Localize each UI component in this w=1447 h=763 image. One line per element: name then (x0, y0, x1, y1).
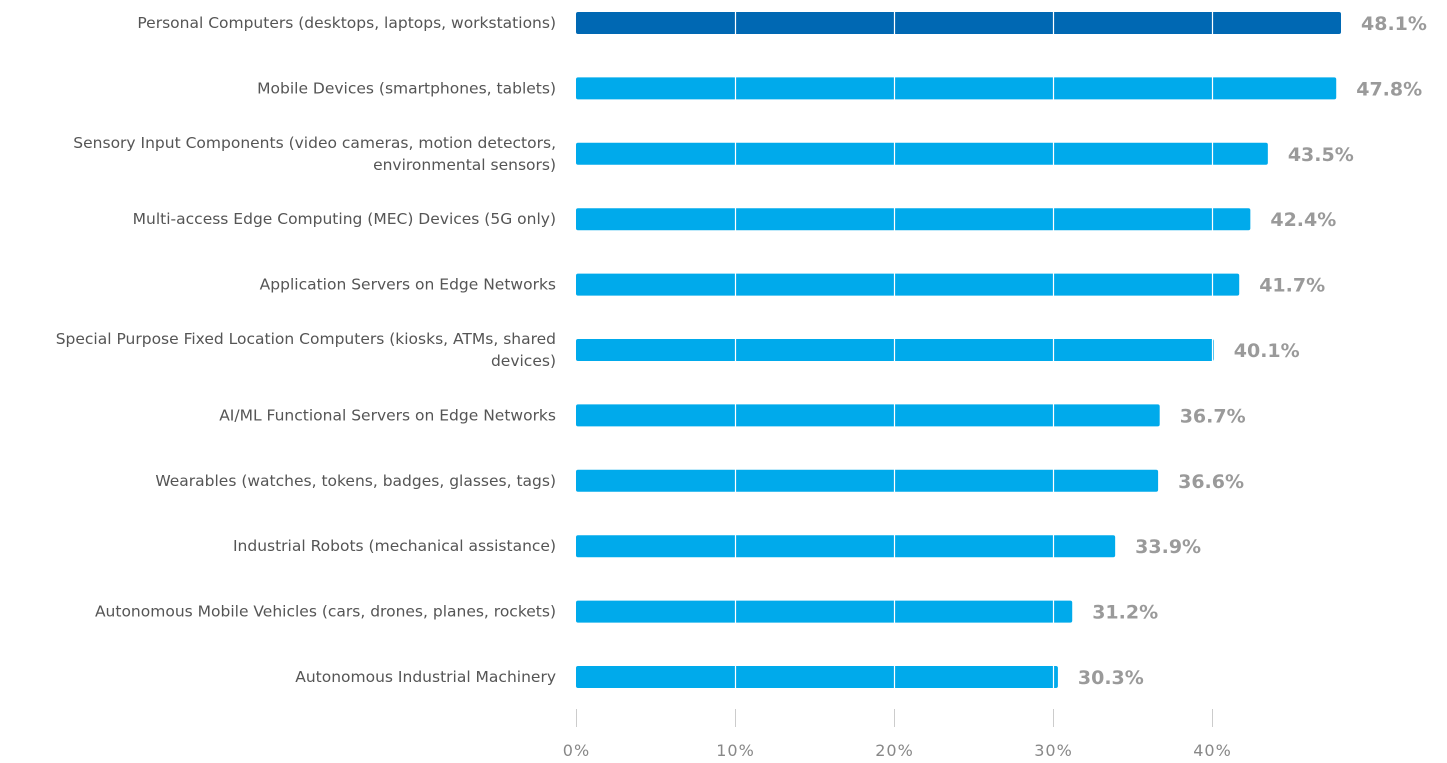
bar (576, 600, 1073, 623)
x-axis: 0% 10% 20% 30% 40% (563, 709, 1232, 760)
category-label-line: Sensory Input Components (video cameras,… (73, 134, 556, 152)
x-tick-label: 20% (875, 741, 914, 760)
category-label: Industrial Robots (mechanical assistance… (233, 537, 556, 555)
category-label-line: Mobile Devices (smartphones, tablets) (257, 79, 556, 97)
category-label-line: Wearables (watches, tokens, badges, glas… (155, 472, 556, 490)
bar (576, 208, 1251, 231)
bar (576, 273, 1240, 296)
category-label-line: environmental sensors) (373, 156, 556, 174)
value-labels: 48.1% 47.8% 43.5% 42.4% 41.7% 40.1% 36.7% 36.6%… (1078, 13, 1427, 689)
value-label: 33.9% (1135, 536, 1201, 558)
category-label-line: AI/ML Functional Servers on Edge Network… (219, 406, 556, 424)
category-label: Special Purpose Fixed Location Computers… (56, 330, 556, 370)
value-label: 36.7% (1180, 405, 1246, 427)
value-label: 43.5% (1288, 144, 1354, 166)
category-label: Personal Computers (desktops, laptops, w… (137, 14, 556, 32)
value-label: 42.4% (1270, 209, 1336, 231)
category-label: Wearables (watches, tokens, badges, glas… (155, 472, 556, 490)
bar (576, 404, 1160, 427)
category-label-line: devices) (491, 352, 556, 370)
x-tick-label: 10% (716, 741, 755, 760)
value-label: 40.1% (1234, 340, 1300, 362)
category-label: Autonomous Mobile Vehicles (cars, drones… (95, 603, 556, 621)
category-label-line: Autonomous Industrial Machinery (295, 668, 556, 686)
category-label: Sensory Input Components (video cameras,… (73, 134, 556, 174)
bar (576, 666, 1058, 688)
value-label: 30.3% (1078, 667, 1144, 689)
category-label: Mobile Devices (smartphones, tablets) (257, 79, 556, 97)
value-label: 41.7% (1259, 275, 1325, 297)
value-label: 31.2% (1092, 602, 1158, 624)
value-label: 48.1% (1361, 13, 1427, 35)
category-label-line: Multi-access Edge Computing (MEC) Device… (133, 210, 556, 228)
value-label: 36.6% (1178, 471, 1244, 493)
bar (576, 469, 1159, 492)
category-label: AI/ML Functional Servers on Edge Network… (219, 406, 556, 424)
x-tick-label: 40% (1193, 741, 1232, 760)
x-tick-label: 0% (563, 741, 590, 760)
gridlines (734, 10, 1214, 690)
category-label-line: Application Servers on Edge Networks (260, 276, 556, 294)
bars-layer (576, 12, 1341, 688)
category-label: Multi-access Edge Computing (MEC) Device… (133, 210, 556, 228)
category-label: Application Servers on Edge Networks (260, 276, 556, 294)
category-label-line: Autonomous Mobile Vehicles (cars, drones… (95, 603, 556, 621)
bar (576, 77, 1337, 100)
x-tick-label: 30% (1034, 741, 1073, 760)
category-label-line: Personal Computers (desktops, laptops, w… (137, 14, 556, 32)
category-label-line: Industrial Robots (mechanical assistance… (233, 537, 556, 555)
category-label-line: Special Purpose Fixed Location Computers… (56, 330, 556, 348)
category-label: Autonomous Industrial Machinery (295, 668, 556, 686)
bar (576, 535, 1116, 558)
value-label: 47.8% (1356, 78, 1422, 100)
bar (576, 12, 1341, 34)
category-labels: Personal Computers (desktops, laptops, w… (56, 14, 556, 686)
bar (576, 142, 1268, 165)
